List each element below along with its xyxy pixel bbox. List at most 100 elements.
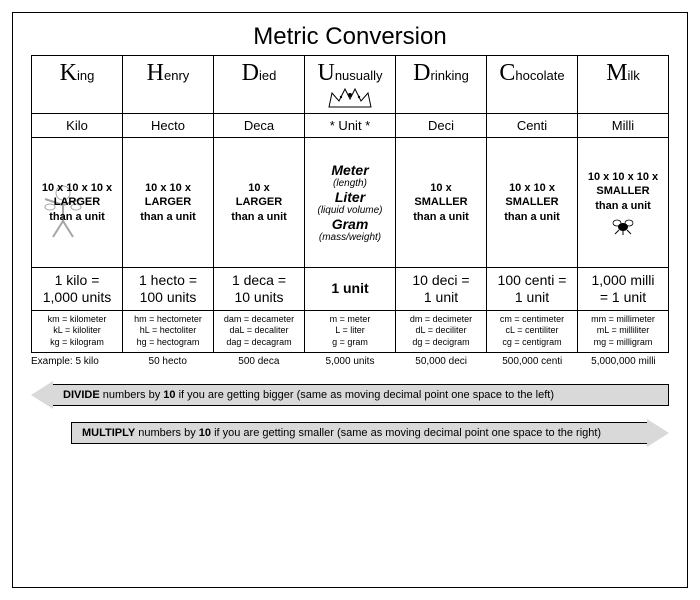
abbrev-line: kL = kiloliter: [33, 325, 121, 337]
body-cell: 10 x 10 xLARGERthan a unit: [123, 138, 214, 268]
body-cell: Meter(length)Liter(liquid volume)Gram(ma…: [305, 138, 396, 268]
scale-text: 10 x 10 x 10 xSMALLERthan a unit: [579, 170, 667, 213]
mnemonic-cell: Henry: [123, 56, 214, 114]
abbrev-cell: cm = centimetercL = centilitercg = centi…: [487, 310, 578, 352]
unit-line: (mass/weight): [306, 232, 394, 243]
prefix-cell: * Unit *: [305, 114, 396, 138]
mnemonic-cell: Unusually: [305, 56, 396, 114]
mnemonic-cap: H: [147, 60, 164, 86]
multiply-mid: numbers by: [135, 427, 199, 439]
example-cell: Example: 5 kilo: [31, 356, 122, 367]
mnemonic-rest: rinking: [431, 68, 469, 83]
arrow-head-left-icon: [31, 381, 53, 409]
abbrev-line: hm = hectometer: [124, 314, 212, 326]
conversion-table: KingHenryDiedUnusuallyDrinkingChocolateM…: [31, 55, 669, 353]
mnemonic-rest: enry: [164, 68, 189, 83]
equivalence-cell: 10 deci =1 unit: [396, 268, 487, 311]
equivalence-cell: 1 unit: [305, 268, 396, 311]
example-cell: 50 hecto: [122, 356, 213, 367]
mnemonic-rest: ied: [259, 68, 276, 83]
mnemonic-row: KingHenryDiedUnusuallyDrinkingChocolateM…: [32, 56, 669, 114]
abbrev-line: g = gram: [306, 337, 394, 349]
divide-rest: if you are getting bigger (same as movin…: [176, 389, 555, 401]
metric-conversion-chart: Metric Conversion KingHenryDiedUnusually…: [12, 12, 688, 588]
multiply-ten: 10: [199, 427, 211, 439]
abbrev-line: hL = hectoliter: [124, 325, 212, 337]
scale-text: 10 x 10 x 10 xLARGERthan a unit: [33, 181, 121, 224]
prefix-cell: Kilo: [32, 114, 123, 138]
abbreviation-row: km = kilometerkL = kiloliterkg = kilogra…: [32, 310, 669, 352]
abbrev-line: cL = centiliter: [488, 325, 576, 337]
prefix-cell: Milli: [578, 114, 669, 138]
crown-icon: [327, 87, 373, 109]
abbrev-line: dg = decigram: [397, 337, 485, 349]
scale-text: 10 x 10 xSMALLERthan a unit: [488, 181, 576, 224]
divide-arrow-body: DIVIDE numbers by 10 if you are getting …: [53, 384, 669, 406]
example-cell: 5,000,000 milli: [578, 356, 669, 367]
body-row: 10 x 10 x 10 xLARGERthan a unit10 x 10 x…: [32, 138, 669, 268]
unit-line: Meter: [306, 162, 394, 178]
divide-mid: numbers by: [100, 389, 164, 401]
example-cell: 500,000 centi: [487, 356, 578, 367]
examples-row: Example: 5 kilo50 hecto500 deca5,000 uni…: [31, 356, 669, 367]
mnemonic-cap: K: [60, 60, 77, 86]
abbrev-line: hg = hectogram: [124, 337, 212, 349]
mnemonic-cell: Chocolate: [487, 56, 578, 114]
mnemonic-cell: Milk: [578, 56, 669, 114]
prefix-row: KiloHectoDeca* Unit *DeciCentiMilli: [32, 114, 669, 138]
example-cell: 5,000 units: [304, 356, 395, 367]
abbrev-line: cm = centimeter: [488, 314, 576, 326]
abbrev-line: dm = decimeter: [397, 314, 485, 326]
multiply-bold: MULTIPLY: [82, 427, 135, 439]
mnemonic-cap: U: [317, 60, 334, 86]
scale-text: 10 xSMALLERthan a unit: [397, 181, 485, 224]
body-cell: 10 xSMALLERthan a unit: [396, 138, 487, 268]
body-cell: 10 xLARGERthan a unit: [214, 138, 305, 268]
body-cell: 10 x 10 x 10 xLARGERthan a unit: [32, 138, 123, 268]
abbrev-line: L = liter: [306, 325, 394, 337]
body-cell: 10 x 10 xSMALLERthan a unit: [487, 138, 578, 268]
abbrev-line: cg = centigram: [488, 337, 576, 349]
abbrev-line: dag = decagram: [215, 337, 303, 349]
abbrev-line: m = meter: [306, 314, 394, 326]
mnemonic-rest: ing: [77, 68, 94, 83]
mnemonic-cell: Died: [214, 56, 305, 114]
abbrev-cell: m = meterL = literg = gram: [305, 310, 396, 352]
fly-icon: [611, 217, 635, 235]
prefix-cell: Deci: [396, 114, 487, 138]
abbrev-cell: mm = millimetermL = millilitermg = milli…: [578, 310, 669, 352]
example-cell: 500 deca: [213, 356, 304, 367]
mnemonic-cap: D: [242, 60, 259, 86]
prefix-cell: Centi: [487, 114, 578, 138]
abbrev-cell: dam = decameterdaL = decaliterdag = deca…: [214, 310, 305, 352]
abbrev-cell: hm = hectometerhL = hectoliterhg = hecto…: [123, 310, 214, 352]
abbrev-line: mg = milligram: [579, 337, 667, 349]
multiply-arrow-body: MULTIPLY numbers by 10 if you are gettin…: [71, 422, 647, 444]
abbrev-line: mm = millimeter: [579, 314, 667, 326]
mnemonic-cap: M: [606, 60, 627, 86]
divide-ten: 10: [163, 389, 175, 401]
mnemonic-rest: ilk: [628, 68, 640, 83]
divide-arrow: DIVIDE numbers by 10 if you are getting …: [31, 381, 669, 409]
example-cell: 50,000 deci: [396, 356, 487, 367]
abbrev-line: dam = decameter: [215, 314, 303, 326]
mnemonic-cell: King: [32, 56, 123, 114]
abbrev-line: km = kilometer: [33, 314, 121, 326]
equivalence-cell: 1 kilo =1,000 units: [32, 268, 123, 311]
chart-title: Metric Conversion: [31, 23, 669, 51]
equivalence-cell: 1,000 milli= 1 unit: [578, 268, 669, 311]
unit-line: (liquid volume): [306, 205, 394, 216]
equivalence-cell: 100 centi =1 unit: [487, 268, 578, 311]
mnemonic-cap: D: [413, 60, 430, 86]
multiply-arrow: MULTIPLY numbers by 10 if you are gettin…: [31, 419, 669, 447]
divide-bold: DIVIDE: [63, 389, 100, 401]
abbrev-line: kg = kilogram: [33, 337, 121, 349]
equivalence-row: 1 kilo =1,000 units1 hecto =100 units1 d…: [32, 268, 669, 311]
unit-line: (length): [306, 178, 394, 189]
scale-text: 10 x 10 xLARGERthan a unit: [124, 181, 212, 224]
unit-line: Gram: [306, 216, 394, 232]
mnemonic-cell: Drinking: [396, 56, 487, 114]
mnemonic-rest: hocolate: [515, 68, 564, 83]
equivalence-cell: 1 hecto =100 units: [123, 268, 214, 311]
arrow-head-right-icon: [647, 419, 669, 447]
